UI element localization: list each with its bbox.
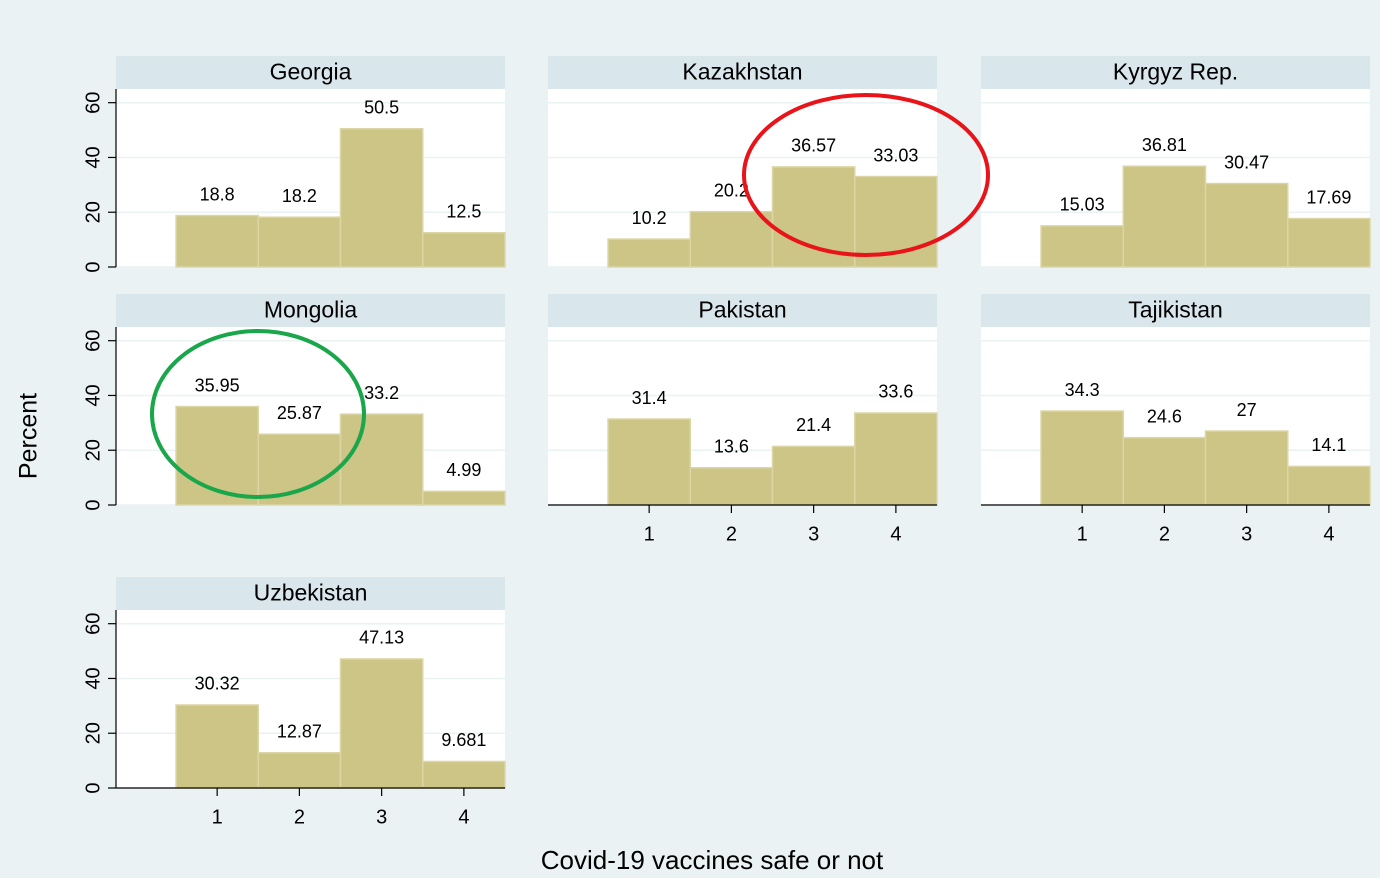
y-axis-label: Percent — [15, 393, 43, 479]
value-label: 31.4 — [632, 388, 667, 408]
panel-title: Georgia — [270, 59, 352, 85]
panel-header — [981, 56, 1370, 89]
bar — [1040, 410, 1125, 506]
value-label: 34.3 — [1065, 380, 1100, 400]
panel-header — [116, 294, 505, 327]
bar — [1204, 182, 1289, 268]
y-tick-label: 20 — [82, 722, 104, 744]
y-tick-label: 40 — [82, 384, 104, 406]
value-label: 17.69 — [1306, 187, 1351, 207]
value-label: 18.8 — [200, 184, 235, 204]
bar — [339, 127, 424, 268]
x-tick-label: 3 — [376, 806, 387, 828]
bar — [771, 166, 856, 268]
x-tick-label: 2 — [1159, 523, 1170, 545]
value-label: 24.6 — [1147, 406, 1182, 426]
bar — [175, 214, 260, 268]
value-label: 15.03 — [1060, 195, 1105, 215]
x-tick-label: 1 — [212, 806, 223, 828]
panel-title: Uzbekistan — [254, 580, 368, 606]
value-label: 30.47 — [1224, 152, 1269, 172]
bar — [339, 658, 424, 789]
value-label: 33.6 — [878, 382, 913, 402]
value-label: 18.2 — [282, 186, 317, 206]
bar — [1204, 430, 1289, 506]
bar — [257, 216, 342, 268]
value-label: 47.13 — [359, 628, 404, 648]
bar — [1287, 217, 1371, 268]
value-label: 20.2 — [714, 180, 749, 200]
panel-title: Kazakhstan — [682, 59, 802, 85]
bar — [257, 433, 342, 506]
value-label: 50.5 — [364, 97, 399, 117]
panel-title: Kyrgyz Rep. — [1113, 59, 1238, 85]
value-label: 21.4 — [796, 415, 831, 435]
y-tick-label: 20 — [82, 201, 104, 223]
x-tick-label: 1 — [1077, 523, 1088, 545]
y-tick-label: 20 — [82, 439, 104, 461]
value-label: 27 — [1237, 400, 1257, 420]
bar — [607, 418, 692, 506]
bar — [422, 490, 506, 506]
bar — [689, 210, 774, 268]
y-tick-label: 0 — [82, 261, 104, 272]
y-tick-label: 60 — [82, 92, 104, 114]
bar — [607, 238, 692, 268]
value-label: 4.99 — [446, 460, 481, 480]
bar — [422, 760, 506, 789]
y-tick-label: 40 — [82, 667, 104, 689]
x-tick-label: 3 — [808, 523, 819, 545]
y-tick-label: 60 — [82, 330, 104, 352]
panel-header — [981, 294, 1370, 327]
panel-header — [116, 56, 505, 89]
value-label: 36.57 — [791, 136, 836, 156]
bar — [422, 232, 506, 268]
bar — [339, 413, 424, 506]
bar — [1287, 465, 1371, 506]
panel-title: Pakistan — [698, 297, 786, 323]
panel-header — [548, 56, 937, 89]
panel-header — [116, 577, 505, 610]
bar — [1122, 436, 1207, 506]
highlight-ellipse — [150, 329, 366, 499]
y-tick-label: 40 — [82, 146, 104, 168]
value-label: 13.6 — [714, 437, 749, 457]
bar — [1122, 165, 1207, 268]
bar — [257, 752, 342, 789]
value-label: 33.03 — [873, 145, 918, 165]
bar — [771, 445, 856, 506]
y-tick-label: 0 — [82, 782, 104, 793]
value-label: 25.87 — [277, 403, 322, 423]
x-tick-label: 2 — [726, 523, 737, 545]
highlight-ellipse — [742, 93, 990, 257]
bar — [689, 467, 774, 506]
x-tick-label: 3 — [1241, 523, 1252, 545]
value-label: 33.2 — [364, 383, 399, 403]
panel-header — [548, 294, 937, 327]
x-tick-label: 4 — [1323, 523, 1334, 545]
x-tick-label: 4 — [890, 523, 901, 545]
x-axis-label: Covid-19 vaccines safe or not — [541, 845, 884, 875]
value-label: 9.681 — [441, 730, 486, 750]
value-label: 14.1 — [1311, 435, 1346, 455]
x-tick-label: 1 — [644, 523, 655, 545]
y-tick-label: 60 — [82, 613, 104, 635]
value-label: 12.5 — [446, 202, 481, 222]
bar — [1040, 225, 1125, 268]
value-label: 35.95 — [195, 375, 240, 395]
value-label: 30.32 — [195, 674, 240, 694]
panel-title: Mongolia — [264, 297, 358, 323]
x-tick-label: 4 — [458, 806, 469, 828]
value-label: 10.2 — [632, 208, 667, 228]
bar — [175, 704, 260, 789]
bar — [854, 412, 938, 506]
y-tick-label: 0 — [82, 499, 104, 510]
panel-title: Tajikistan — [1128, 297, 1223, 323]
value-label: 12.87 — [277, 722, 322, 742]
value-label: 36.81 — [1142, 135, 1187, 155]
x-tick-label: 2 — [294, 806, 305, 828]
